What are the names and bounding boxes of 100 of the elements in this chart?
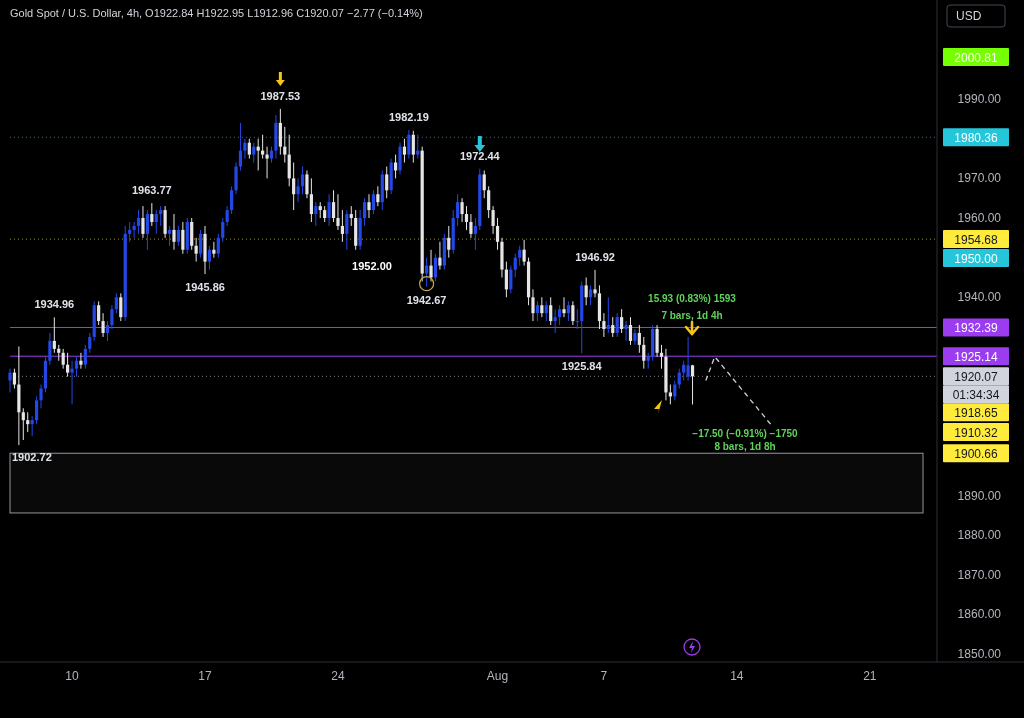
x-tick-label: 21 <box>863 669 877 683</box>
y-tick-label: 1850.00 <box>957 647 1002 662</box>
candlestick <box>615 312 619 338</box>
candlestick <box>447 225 451 259</box>
y-tick-label: 1880.00 <box>957 528 1002 543</box>
annotation: 1902.72 <box>12 451 52 463</box>
candlestick <box>225 205 229 227</box>
text: 2000.81 <box>954 50 999 65</box>
candlestick <box>668 384 672 405</box>
annotation: 1982.19 <box>389 111 429 124</box>
candlestick <box>97 300 101 326</box>
candlestick <box>128 221 132 243</box>
candlestick <box>659 344 664 370</box>
candlestick <box>74 356 79 378</box>
candlestick <box>150 202 154 227</box>
candlestick <box>66 352 70 378</box>
candlestick <box>362 197 367 227</box>
candlestick <box>340 209 344 243</box>
candlestick <box>385 165 389 199</box>
candlestick <box>677 368 681 389</box>
candlestick <box>606 296 610 334</box>
candlestick <box>261 134 265 160</box>
candlestick <box>509 265 513 294</box>
candlestick <box>575 308 579 330</box>
candlestick <box>198 229 203 259</box>
candlestick <box>305 169 309 199</box>
candlestick <box>376 185 380 207</box>
candlestick <box>531 288 535 322</box>
candlestick <box>473 217 477 251</box>
candlestick <box>88 332 92 354</box>
candlestick <box>207 245 212 271</box>
candlestick <box>429 249 433 282</box>
candlestick <box>464 205 469 231</box>
line-series <box>705 356 773 427</box>
candlestick <box>491 205 495 235</box>
candlestick <box>216 233 220 259</box>
candlestick <box>624 320 628 342</box>
annotation: −17.50 (−0.91%) −1750 <box>692 428 799 439</box>
text: 1918.65 <box>954 405 999 420</box>
candlestick <box>686 336 690 382</box>
candlestick <box>30 415 34 437</box>
annotation: 1963.77 <box>131 184 172 197</box>
x-tick-label: 24 <box>331 669 345 683</box>
candlestick <box>154 209 158 235</box>
y-tick-label: 1990.00 <box>957 92 1002 107</box>
candlestick <box>105 320 110 342</box>
candlestick <box>495 217 500 251</box>
ref-line-label: 1954.68 <box>954 232 999 247</box>
candlestick <box>110 304 114 330</box>
y-tick-label: 1940.00 <box>957 290 1002 305</box>
candlestick <box>482 169 486 199</box>
candlestick <box>535 300 540 322</box>
candlestick <box>620 308 624 334</box>
candlestick <box>566 300 571 322</box>
candlestick <box>234 162 238 195</box>
annotation: 15.93 (0.83%) 1593 <box>648 293 737 304</box>
y-tick-label: 1860.00 <box>957 607 1002 622</box>
candlestick <box>553 308 557 334</box>
x-tick-label: 10 <box>65 669 80 683</box>
annotation: 1934.96 <box>34 298 75 311</box>
ref-line-label: 1920.07 <box>954 369 999 384</box>
annotation: 1945.86 <box>185 281 225 294</box>
y-tick-label: 1970.00 <box>957 171 1002 186</box>
candlestick <box>292 162 296 211</box>
candlestick <box>336 193 340 231</box>
candlestick <box>367 193 371 219</box>
candlestick <box>549 296 553 326</box>
candlestick <box>487 185 491 219</box>
candlestick <box>331 189 336 223</box>
text: 1910.32 <box>954 425 999 440</box>
candlestick <box>544 300 548 322</box>
candlestick <box>136 209 141 235</box>
candlestick <box>48 332 52 366</box>
candlestick <box>349 205 353 227</box>
x-tick-label: Aug <box>486 669 509 683</box>
candlestick <box>21 407 25 441</box>
candlestick <box>402 138 407 164</box>
candlestick <box>265 146 269 179</box>
candlestick <box>114 292 118 314</box>
x-tick-label: 7 <box>600 669 608 683</box>
candlestick <box>12 368 17 389</box>
annotation: 1946.92 <box>575 250 615 263</box>
candlestick <box>540 296 544 318</box>
candlestick <box>300 165 305 195</box>
annotation: 1952.00 <box>352 260 392 272</box>
candlestick <box>522 239 526 267</box>
ref-line-label: 1980.36 <box>954 130 999 145</box>
candlestick <box>416 134 420 160</box>
x-tick-label: 14 <box>730 669 744 683</box>
annotation: 1925.84 <box>561 360 603 373</box>
candlestick <box>181 221 185 255</box>
candlestick <box>252 142 256 164</box>
candlestick <box>145 209 149 251</box>
text: 1950.00 <box>954 251 999 266</box>
annotation: 8 bars, 1d 8h <box>714 441 776 452</box>
y-tick-label: 1960.00 <box>957 211 1002 226</box>
ref-line-label: 1925.14 <box>954 349 999 364</box>
candlestick <box>212 241 216 259</box>
candlestick <box>287 134 291 187</box>
candlestick <box>593 269 597 298</box>
